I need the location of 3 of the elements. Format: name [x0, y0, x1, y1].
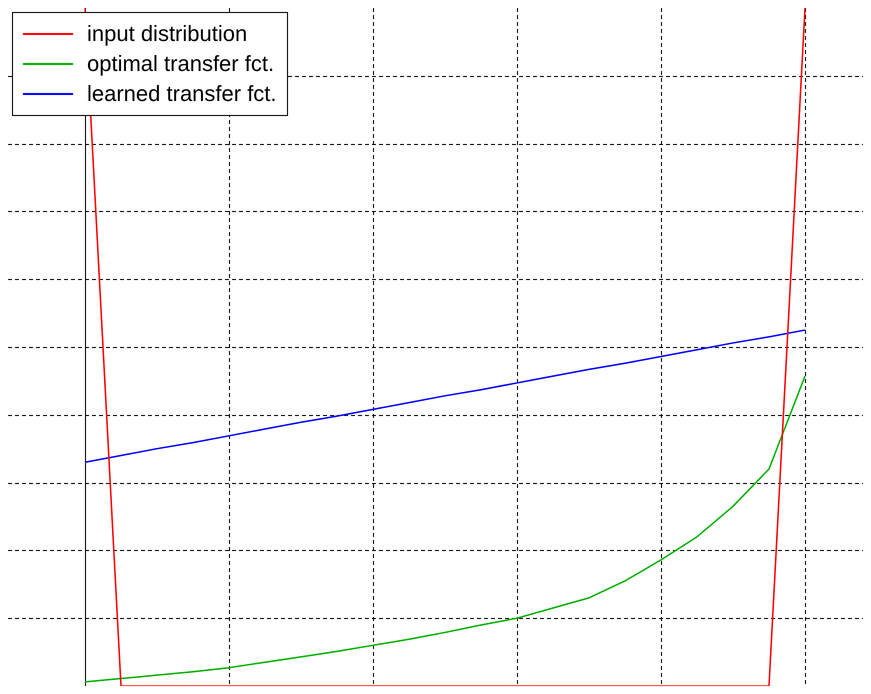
- legend-label: optimal transfer fct.: [87, 50, 274, 78]
- legend-label: learned transfer fct.: [87, 80, 277, 108]
- legend-label: input distribution: [87, 20, 248, 48]
